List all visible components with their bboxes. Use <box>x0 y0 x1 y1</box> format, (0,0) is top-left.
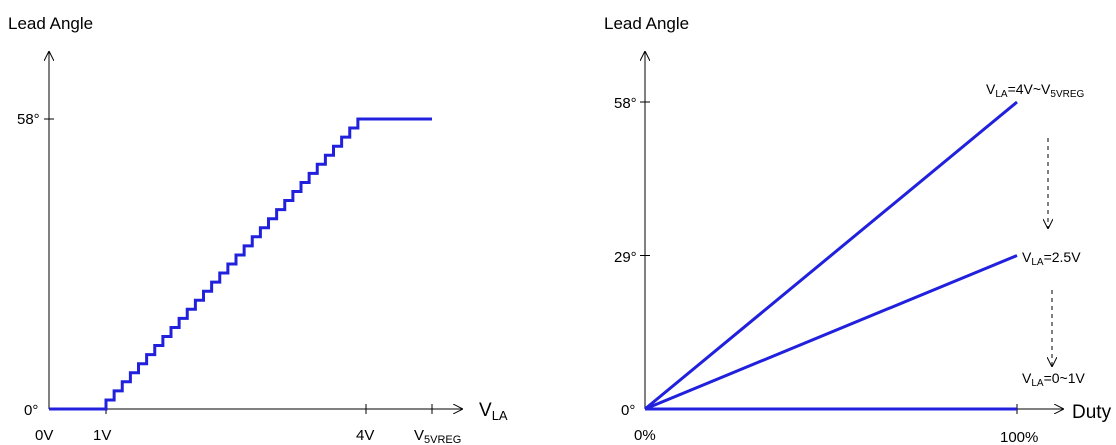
left-x-tick-label-0v: 0V <box>35 427 53 444</box>
left-staircase-series-line <box>49 117 432 411</box>
right-series-line-4v <box>644 100 1018 411</box>
right-y-axis-label: Lead Angle <box>604 14 689 33</box>
right-x-axis-label: Duty <box>1072 402 1112 423</box>
left-tick-marks <box>44 118 433 414</box>
right-series-line-2-5v <box>644 254 1018 411</box>
left-x-tick-label-4v: 4V <box>356 427 374 444</box>
right-x-tick-label-100pct: 100% <box>1000 429 1038 445</box>
left-x-tick-label-v5vreg: V5VREG <box>414 427 461 445</box>
right-series-label-2-5v: VLA=2.5V <box>1022 249 1081 268</box>
left-x-axis-label: VLA <box>479 400 508 423</box>
left-y-tick-label-0: 0° <box>24 402 38 419</box>
right-chart: Lead Angle 0° 29° 58° 0% 100% Duty VLA=4… <box>604 14 1112 445</box>
right-series-label-0-1v: VLA=0~1V <box>1022 370 1086 389</box>
left-x-tick-label-1v: 1V <box>93 427 111 444</box>
left-y-axis-label: Lead Angle <box>8 14 93 33</box>
right-x-tick-label-0pct: 0% <box>634 427 656 444</box>
right-y-tick-label-29: 29° <box>614 249 637 266</box>
right-y-tick-label-0: 0° <box>621 402 635 419</box>
right-y-tick-label-58: 58° <box>614 95 637 112</box>
left-y-tick-label-58: 58° <box>17 111 40 128</box>
left-chart: Lead Angle 0° 58° 0V 1V 4V V5VREG VLA <box>8 14 508 445</box>
right-series-label-4v: VLA=4V~V5VREG <box>986 81 1085 100</box>
